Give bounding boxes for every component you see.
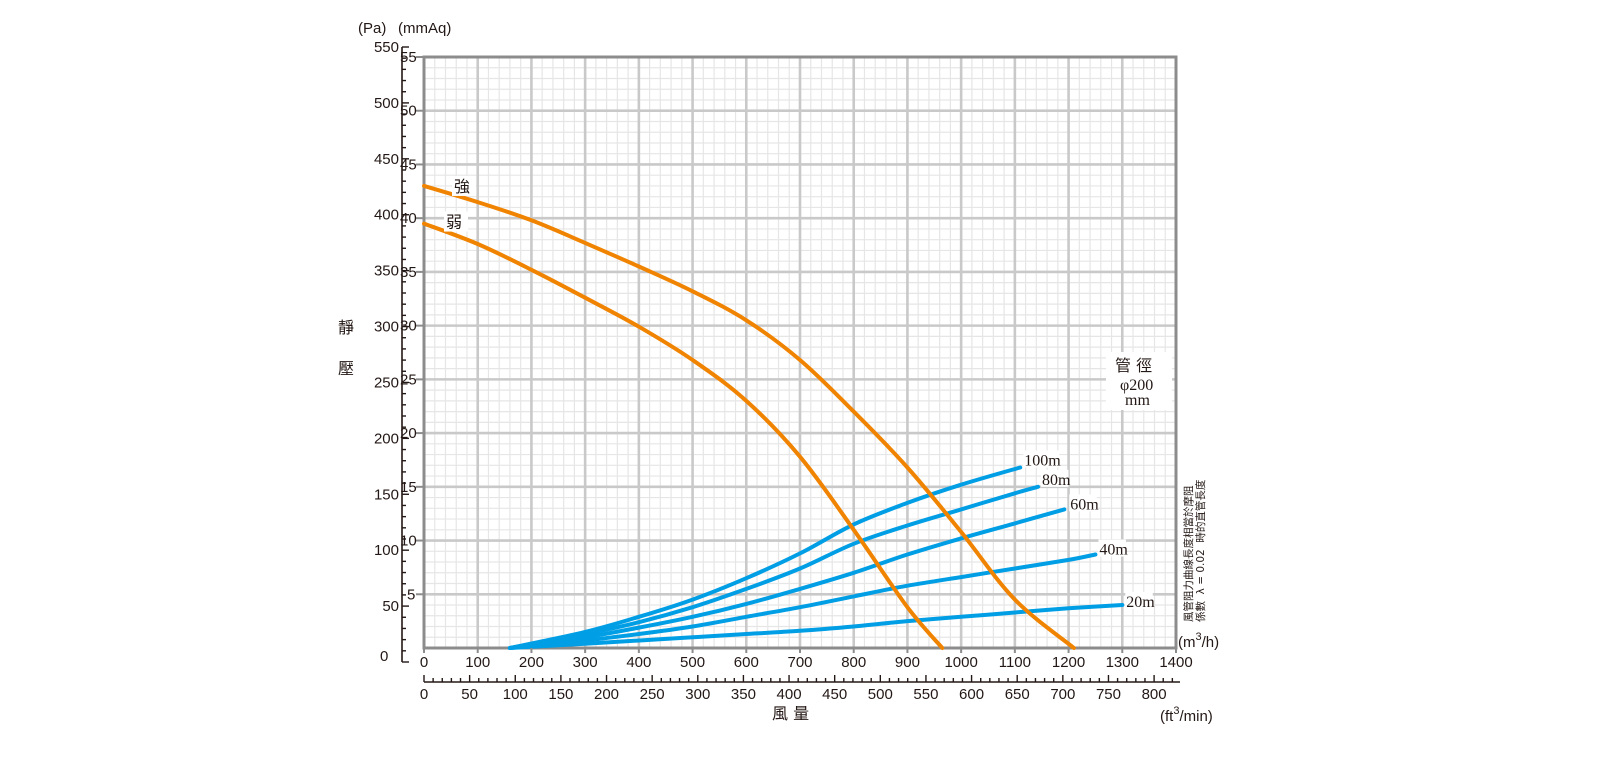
x2-tick-label: 250 [640, 686, 665, 703]
pipe-size: φ200 [1120, 377, 1153, 394]
duct-label-60m: 60m [1070, 496, 1099, 513]
x-tick-label: 0 [420, 654, 428, 671]
x2-tick-label: 450 [822, 686, 847, 703]
x-tick-label: 700 [787, 654, 812, 671]
x2-tick-label: 600 [959, 686, 984, 703]
x2-tick-label: 100 [503, 686, 528, 703]
x-tick-label: 200 [519, 654, 544, 671]
y2-tick-label: 250 [374, 374, 399, 391]
x-tick-label: 1000 [944, 654, 977, 671]
fan-label-bg [452, 175, 476, 196]
y-tick-label: 25 [400, 371, 417, 388]
x2-tick-label: 650 [1005, 686, 1030, 703]
y2-tick-label: 550 [374, 39, 399, 56]
x-tick-label: 400 [626, 654, 651, 671]
x-tick-label: 1100 [999, 654, 1031, 671]
x2-tick-label: 550 [913, 686, 938, 703]
x-tick-label: 600 [734, 654, 759, 671]
y2-unit-label: (Pa) [358, 20, 386, 37]
x2-unit-label: (ft3/min) [1160, 705, 1213, 725]
major-gridlines [424, 57, 1176, 648]
y2-tick-label: 200 [374, 430, 399, 447]
duct-curve-20m [507, 603, 1125, 650]
y2-tick-label: 150 [374, 486, 399, 503]
y-axis-title-2: 壓 [338, 359, 354, 378]
y2-tick-label: 500 [374, 95, 399, 112]
duct-label-bg [1069, 494, 1097, 512]
y2-tick-label: 50 [382, 598, 399, 615]
x2-tick-label: 750 [1096, 686, 1121, 703]
x2-tick-label: 400 [777, 686, 802, 703]
x-tick-label: 500 [680, 654, 705, 671]
duct-label-bg [1098, 539, 1126, 557]
duct-label-20m: 20m [1126, 594, 1155, 611]
x-axis-m3h-ticks: 0 100 200 300 400 500 600 700 800 900 1000 1100 1200… [420, 648, 1193, 671]
fan-curves: 強弱 [422, 175, 1076, 650]
fan-label-bg [444, 211, 468, 232]
y-tick-label: 45 [400, 156, 417, 173]
duct-label-bg [1125, 592, 1153, 610]
y-axis-title-1: 靜 [338, 318, 354, 337]
y-tick-label: 55 [400, 49, 417, 66]
x2-tick-label: 500 [868, 686, 893, 703]
fan-label-weak: 弱 [446, 213, 462, 232]
duct-curve-100m [507, 465, 1023, 650]
x2-tick-label: 50 [461, 686, 478, 703]
y-unit-label: (mmAq) [398, 20, 451, 37]
fan-curve-weak [422, 221, 945, 650]
pipe-unit: mm [1125, 392, 1150, 409]
fan-label-strong: 強 [454, 177, 470, 196]
y-tick-label: 5 [407, 586, 415, 603]
x2-tick-label: 350 [731, 686, 756, 703]
duct-label-40m: 40m [1099, 542, 1128, 559]
duct-label-80m: 80m [1042, 472, 1071, 489]
x2-tick-label: 150 [548, 686, 573, 703]
y-tick-label: 10 [400, 533, 417, 550]
x2-tick-label: 700 [1050, 686, 1075, 703]
x-tick-label: 300 [573, 654, 598, 671]
y-tick-label: 35 [400, 264, 417, 281]
y-tick-label: 0 [380, 648, 388, 665]
duct-curve-60m [507, 507, 1067, 650]
x-tick-label: 800 [841, 654, 866, 671]
x2-tick-label: 0 [420, 686, 428, 703]
chart-labels: (Pa) (mmAq) 靜 壓 風 量 (m3/h) (ft3/min) 管 徑… [338, 20, 1219, 725]
x-axis-ft3min: 0 50 100 150 200 250 300 350 400 450 500 550 600 650 7… [420, 675, 1180, 703]
duct-curve-40m [507, 552, 1098, 650]
note-line-1: 風管阻力曲線長度相當於摩阻 [1182, 485, 1195, 622]
x-tick-label: 900 [895, 654, 920, 671]
y2-tick-label: 400 [374, 207, 399, 224]
y2-tick-label: 350 [374, 263, 399, 280]
duct-curve-80m [507, 484, 1040, 650]
x-axis-title: 風 量 [772, 704, 809, 723]
pipe-title: 管 徑 [1115, 356, 1152, 375]
x2-tick-label: 300 [685, 686, 710, 703]
duct-label-100m: 100m [1024, 452, 1061, 469]
y2-tick-label: 100 [374, 542, 399, 559]
x2-tick-label: 200 [594, 686, 619, 703]
duct-label-bg [1023, 450, 1060, 468]
x-tick-label: 1200 [1052, 654, 1085, 671]
fan-curve-strong [422, 183, 1076, 650]
y2-tick-label: 300 [374, 319, 399, 336]
y-axis-pa: 50 100 150 200 250 300 350 400 450 500 550 [374, 39, 409, 663]
x-tick-label: 1300 [1106, 654, 1139, 671]
note-line-2: 係數 λ = 0.02 時的直管長度 [1194, 479, 1207, 622]
x-unit-label: (m3/h) [1178, 631, 1219, 651]
x-tick-label: 100 [465, 654, 490, 671]
duct-resistance-curves: 100m 80m 60m 40m 20m [507, 450, 1155, 650]
x-tick-label: 1400 [1159, 654, 1192, 671]
y2-tick-label: 450 [374, 151, 399, 168]
duct-label-bg [1040, 469, 1069, 487]
y-tick-label: 50 [400, 103, 417, 120]
x2-tick-label: 800 [1142, 686, 1167, 703]
pipe-label-bg [1106, 352, 1172, 410]
